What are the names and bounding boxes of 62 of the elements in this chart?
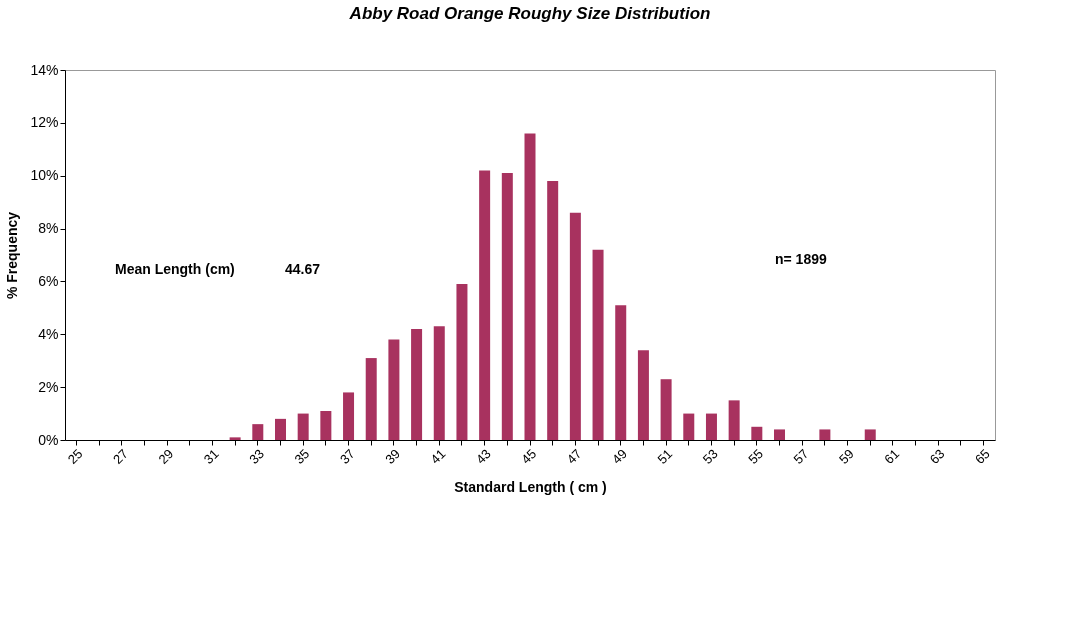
bar (728, 400, 740, 440)
x-tick-label: 55 (745, 446, 767, 467)
annotation: n= 1899 (775, 251, 827, 267)
bar (456, 284, 468, 440)
bar (252, 424, 264, 440)
bar (660, 379, 672, 440)
annotation: 44.67 (285, 261, 321, 277)
bar (411, 329, 423, 440)
bar (592, 249, 604, 440)
bar (683, 413, 695, 440)
bar (297, 413, 309, 440)
x-tick-label: 39 (382, 446, 404, 467)
x-tick-label: 27 (110, 446, 131, 467)
x-tick-label: 57 (790, 446, 812, 467)
bar (637, 350, 649, 440)
y-tick-label: 12% (30, 114, 59, 131)
x-tick-label: 59 (835, 446, 857, 467)
x-tick-label: 43 (472, 446, 494, 467)
bar (864, 429, 876, 440)
y-tick-label: 10% (30, 167, 59, 184)
bar (479, 170, 491, 440)
bar (365, 358, 377, 440)
x-tick-label: 29 (155, 446, 177, 467)
x-tick-label: 41 (427, 446, 449, 467)
bar (320, 410, 332, 440)
x-tick-label: 45 (518, 446, 540, 467)
x-axis-title: Standard Length ( cm ) (454, 478, 607, 495)
bar (819, 429, 831, 440)
bar (343, 392, 355, 440)
x-tick-label: 61 (881, 446, 903, 467)
bar (569, 212, 581, 440)
y-tick-label: 14% (30, 61, 59, 78)
x-tick-label: 47 (563, 446, 585, 467)
y-tick-label: 0% (38, 431, 59, 448)
x-tick-label: 35 (291, 446, 313, 467)
y-tick-label: 8% (38, 220, 59, 237)
y-tick-label: 4% (38, 325, 59, 342)
x-tick-label: 25 (64, 446, 86, 467)
bar (501, 173, 513, 440)
bar (229, 437, 241, 440)
x-tick-label: 65 (972, 446, 993, 467)
bar (615, 305, 627, 440)
x-tick-label: 63 (926, 446, 948, 467)
x-tick-label: 51 (654, 446, 676, 467)
annotation: Mean Length (cm) (115, 261, 235, 277)
bar (524, 133, 536, 440)
y-tick-label: 2% (38, 378, 59, 395)
bar (774, 429, 786, 440)
bar (388, 339, 400, 440)
x-tick-label: 53 (699, 446, 721, 467)
y-tick-label: 6% (38, 272, 59, 289)
bar (547, 181, 559, 440)
x-tick-label: 31 (200, 446, 222, 467)
bar (433, 326, 445, 440)
x-tick-label: 49 (609, 446, 630, 467)
x-tick-label: 37 (336, 446, 358, 467)
bar (274, 418, 286, 440)
bar (751, 426, 763, 440)
chart-title: Abby Road Orange Roughy Size Distribution (348, 4, 711, 23)
bar (705, 413, 717, 440)
y-axis-title: % Frequency (4, 211, 21, 300)
x-tick-label: 33 (246, 446, 267, 467)
